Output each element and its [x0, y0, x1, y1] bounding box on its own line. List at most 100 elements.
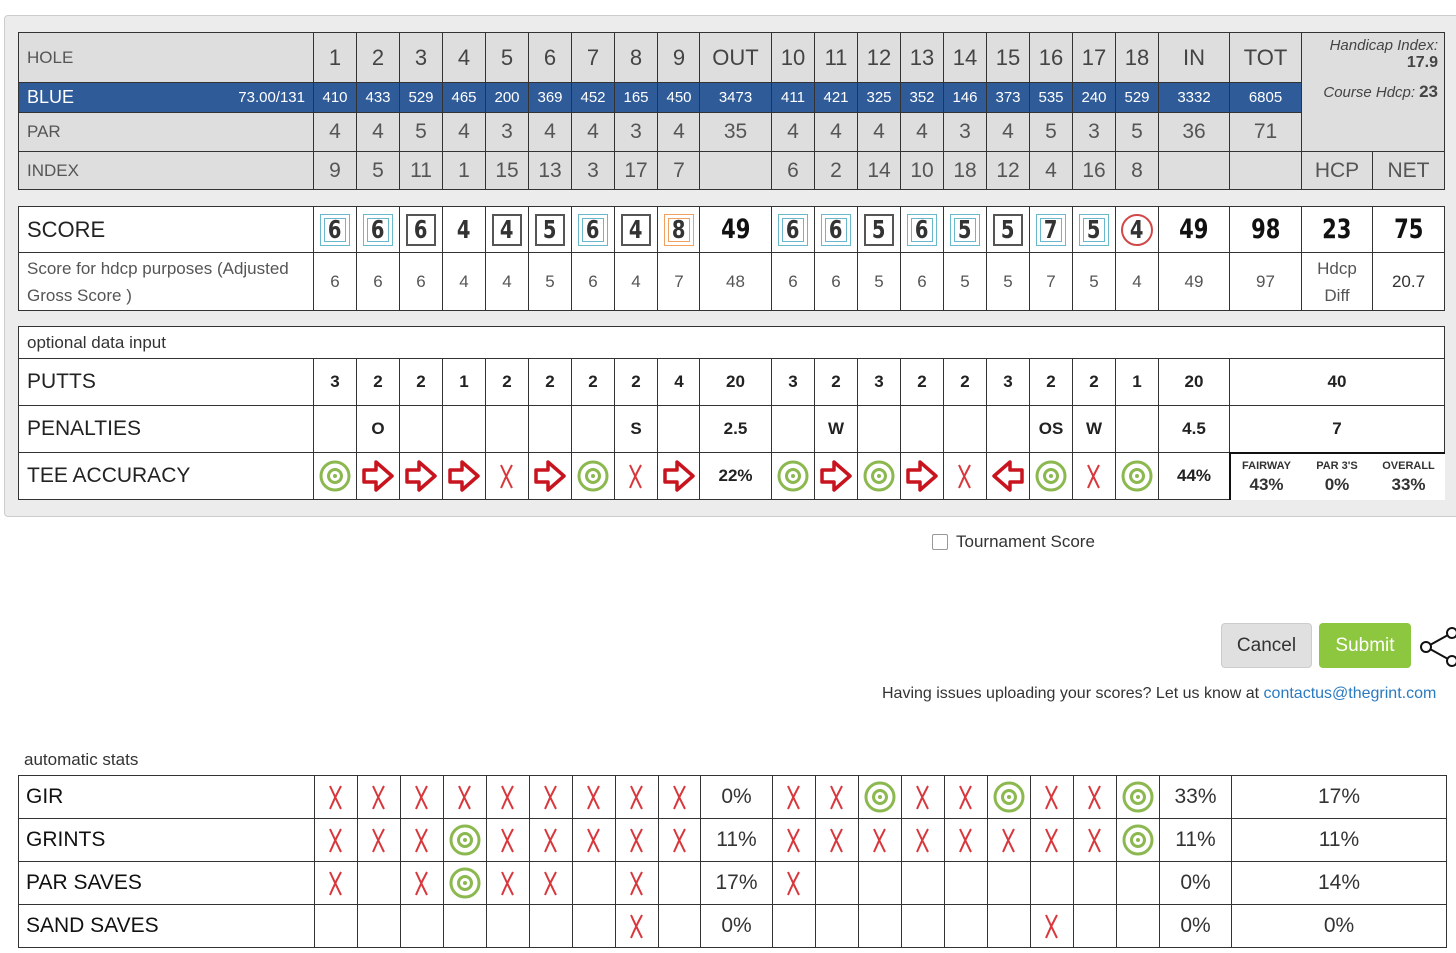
- score-cell: 6: [313, 206, 357, 253]
- tee-summary-label: PAR 3'S: [1316, 459, 1358, 472]
- hole-number: 4: [442, 32, 486, 83]
- stat-cell: [772, 775, 816, 819]
- score-cell: 5: [986, 206, 1030, 253]
- x-icon: [544, 785, 557, 810]
- x-icon: [329, 828, 342, 853]
- penalties-value: [657, 405, 701, 453]
- score-value: 6: [328, 215, 342, 244]
- score-hcp: 23: [1301, 206, 1373, 253]
- score-box[interactable]: 4: [492, 213, 522, 246]
- index-value: 18: [943, 151, 987, 190]
- tee-accuracy-in: 44%: [1158, 452, 1230, 500]
- score-box[interactable]: 6: [778, 213, 808, 246]
- o-icon: [864, 781, 896, 813]
- stat-cell: [314, 904, 358, 948]
- hole-number: 9: [657, 32, 701, 83]
- stat-cell: [529, 818, 573, 862]
- yardage-tot: 6805: [1229, 82, 1302, 113]
- score-box[interactable]: 5: [1079, 213, 1109, 246]
- par-value: 5: [1115, 112, 1159, 152]
- score-box[interactable]: 6: [363, 213, 393, 246]
- x-icon: [630, 828, 643, 853]
- score-box[interactable]: 4: [449, 214, 479, 246]
- penalties-value: [1115, 405, 1159, 453]
- penalties-out: 2.5: [699, 405, 772, 453]
- stat-label: GRINTS: [18, 818, 315, 862]
- yardage: 352: [900, 82, 944, 113]
- par-value: 3: [1072, 112, 1116, 152]
- stat-cell: [529, 775, 573, 819]
- index-label: INDEX: [18, 151, 314, 190]
- hole-number: 10: [771, 32, 815, 83]
- score-cell: 5: [857, 206, 901, 253]
- tournament-label: Tournament Score: [956, 531, 1095, 551]
- score-box[interactable]: 6: [821, 213, 851, 246]
- penalties-value: S: [614, 405, 658, 453]
- score-value: 4: [629, 215, 643, 244]
- index-value: 12: [986, 151, 1030, 190]
- score-box[interactable]: 6: [907, 213, 937, 246]
- index-value: 14: [857, 151, 901, 190]
- tournament-option[interactable]: Tournament Score: [932, 528, 1133, 555]
- hole-number: 13: [900, 32, 944, 83]
- x-icon: [916, 828, 929, 853]
- x-icon: [673, 828, 686, 853]
- tee-accuracy-cell: [657, 452, 701, 500]
- score-box[interactable]: 6: [406, 213, 436, 246]
- stat-cell: [987, 861, 1031, 905]
- tournament-checkbox[interactable]: [932, 533, 948, 550]
- score-box[interactable]: 7: [1036, 213, 1066, 246]
- index-value: 3: [571, 151, 615, 190]
- x-icon: [501, 828, 514, 853]
- penalties-value: O: [356, 405, 400, 453]
- tee-accuracy-cell: [900, 452, 944, 500]
- help-text: Having issues uploading your scores? Let…: [860, 680, 1456, 707]
- yardage: 373: [986, 82, 1030, 113]
- tee-accuracy-cell: [1029, 452, 1073, 500]
- stat-cell: [1030, 904, 1074, 948]
- stat-cell: [944, 904, 988, 948]
- adjusted-value: 5: [986, 252, 1030, 311]
- score-cell: 8: [657, 206, 701, 253]
- x-icon: [830, 828, 843, 853]
- score-box[interactable]: 5: [993, 213, 1023, 246]
- fairway-hit-icon: [319, 460, 351, 492]
- score-value: 6: [786, 215, 800, 244]
- score-cell: 5: [528, 206, 572, 253]
- hole-number: 8: [614, 32, 658, 83]
- x-icon: [673, 785, 686, 810]
- share-icon[interactable]: [1418, 626, 1456, 667]
- score-box[interactable]: 6: [578, 213, 608, 246]
- score-box[interactable]: 4: [1121, 213, 1153, 246]
- x-icon: [1002, 828, 1015, 853]
- score-box[interactable]: 5: [864, 213, 894, 246]
- penalties-value: [986, 405, 1030, 453]
- fairway-hit-icon: [1035, 460, 1067, 492]
- score-box[interactable]: 6: [320, 213, 350, 246]
- stat-cell: [615, 775, 659, 819]
- miss-icon: [1087, 464, 1100, 489]
- index-value: 11: [399, 151, 443, 190]
- x-icon: [587, 785, 600, 810]
- score-cell: 6: [571, 206, 615, 253]
- score-box[interactable]: 5: [950, 213, 980, 246]
- score-box[interactable]: 4: [621, 213, 651, 246]
- yardage: 410: [313, 82, 357, 113]
- par-value: 4: [814, 112, 858, 152]
- submit-button[interactable]: Submit: [1319, 623, 1411, 668]
- score-value: 7: [1044, 215, 1058, 244]
- score-box[interactable]: 8: [664, 213, 694, 246]
- contact-link[interactable]: contactus@thegrint.com: [1263, 684, 1437, 702]
- fairway-hit-icon: [863, 460, 895, 492]
- stat-out: 0%: [700, 775, 773, 819]
- index-out: [699, 151, 772, 190]
- yardage: 325: [857, 82, 901, 113]
- putts-value: 2: [571, 358, 615, 406]
- hole-number: 15: [986, 32, 1030, 83]
- cancel-button[interactable]: Cancel: [1221, 623, 1312, 668]
- score-box[interactable]: 5: [535, 213, 565, 246]
- x-icon: [873, 828, 886, 853]
- adjusted-value: 5: [943, 252, 987, 311]
- stat-cell: [443, 904, 487, 948]
